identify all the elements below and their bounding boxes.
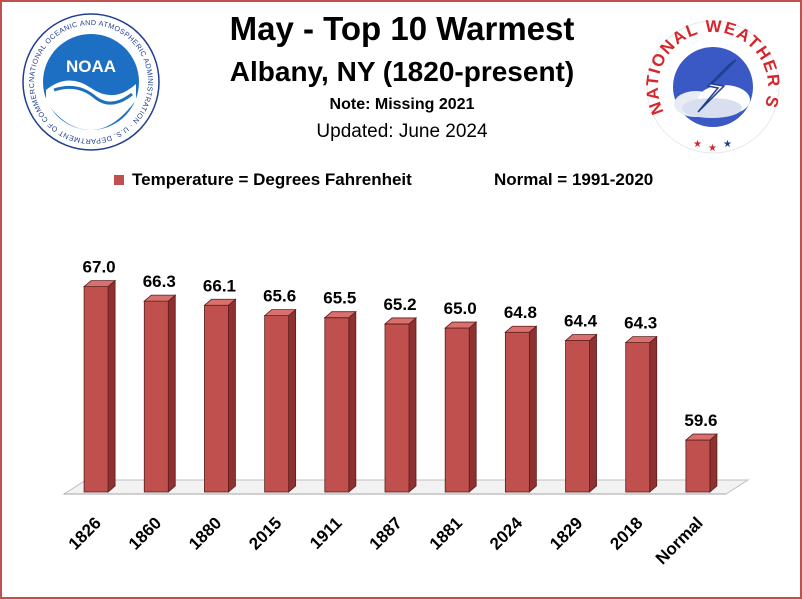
updated-date: Updated: June 2024 (316, 121, 488, 142)
x-tick-label: 1880 (185, 513, 225, 553)
data-label: 64.3 (624, 314, 657, 333)
bar-side (408, 317, 417, 493)
data-label: 65.6 (263, 287, 296, 306)
bar-top (83, 280, 117, 287)
bar (625, 342, 651, 493)
data-label: 67.0 (83, 258, 116, 277)
x-tick-label: 1826 (65, 513, 105, 553)
legend-swatch (114, 175, 124, 185)
bar-top (143, 294, 177, 302)
bar-side (468, 321, 477, 493)
bar (83, 286, 109, 493)
bar (685, 439, 711, 493)
bar-top (263, 309, 297, 317)
bar-side (167, 294, 176, 493)
bar-top (684, 433, 718, 441)
x-tick-label: 1911 (306, 513, 346, 553)
noaa-wordmark: NOAA (66, 57, 116, 76)
bar-side (348, 310, 357, 493)
bar-side (709, 433, 718, 493)
data-label: 65.2 (383, 295, 416, 314)
bar-top (624, 336, 658, 343)
data-label: 65.5 (323, 289, 356, 308)
chart-subtitle: Albany, NY (1820-present) (229, 56, 575, 87)
svg-text:★: ★ (693, 139, 702, 150)
bar-side (528, 325, 537, 493)
x-tick-label: 1887 (366, 513, 406, 553)
data-label: 66.1 (203, 276, 236, 295)
data-label: 66.3 (143, 272, 176, 291)
data-label: 59.6 (684, 411, 717, 430)
x-tick-label: 2018 (606, 513, 646, 553)
bar (264, 315, 290, 493)
bar-top (444, 321, 478, 329)
bar-side (107, 279, 116, 493)
data-label: 64.4 (564, 312, 598, 331)
bar (504, 331, 530, 493)
x-tick-label: Normal (652, 513, 707, 568)
bar (384, 323, 410, 493)
bar-top (564, 334, 598, 341)
bar-top (203, 298, 237, 306)
missing-data-note: Note: Missing 2021 (329, 96, 475, 113)
svg-text:★: ★ (708, 143, 717, 154)
bar (565, 340, 590, 493)
bar-side (288, 308, 297, 493)
bar (444, 327, 470, 493)
svg-text:★: ★ (723, 139, 732, 150)
nws-logo: NATIONAL WEATHER SERVICE ★ ★ ★ (638, 12, 782, 154)
x-tick-label: 1829 (546, 513, 586, 553)
bar-side (589, 333, 597, 493)
bar (204, 304, 229, 493)
bar-top (504, 325, 538, 333)
bar-top (323, 311, 357, 319)
chart-title: May - Top 10 Warmest (229, 10, 575, 47)
legend-normal-note: Normal = 1991-2020 (494, 170, 654, 189)
legend-series-label: Temperature = Degrees Fahrenheit (132, 170, 412, 189)
x-tick-label: 1860 (125, 513, 165, 553)
bar (324, 317, 350, 493)
x-tick-label: 2024 (486, 513, 527, 554)
bar-side (228, 298, 236, 493)
x-tick-label: 2015 (245, 513, 285, 553)
bar (143, 300, 169, 493)
data-label: 64.8 (504, 303, 537, 322)
bar-top (383, 317, 418, 325)
data-label: 65.0 (444, 299, 477, 318)
noaa-logo: NATIONAL OCEANIC AND ATMOSPHERIC ADMINIS… (16, 12, 160, 151)
x-tick-label: 1881 (426, 513, 466, 553)
bar-side (649, 335, 658, 493)
